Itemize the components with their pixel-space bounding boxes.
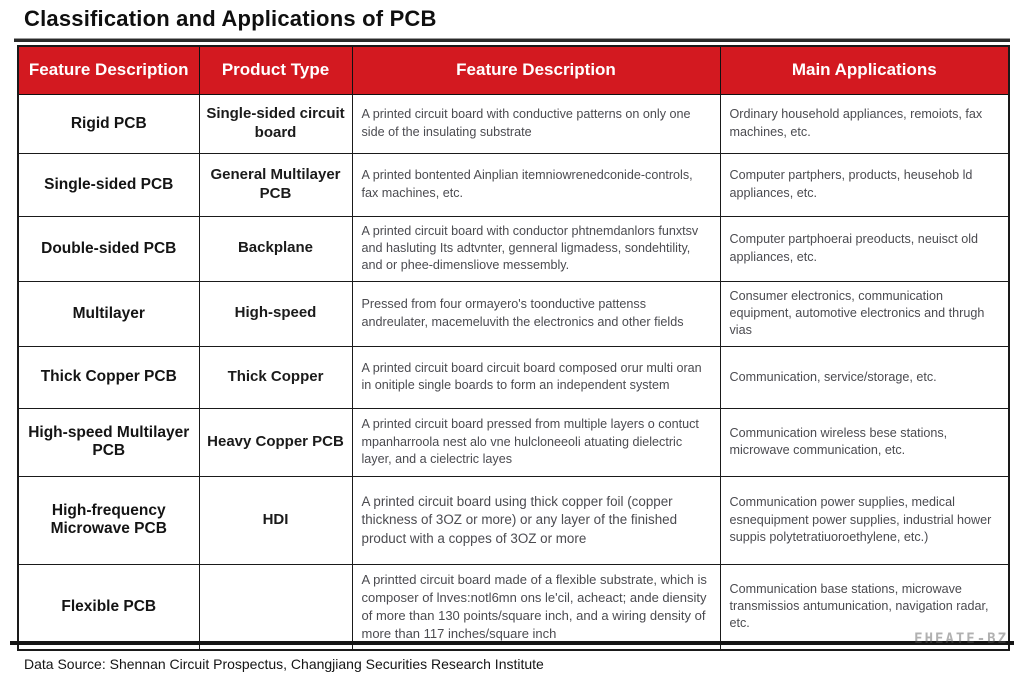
table-row-flexible-pcb: Flexible PCB A printted circuit board ma… — [17, 563, 1010, 651]
table-row-rigid-pcb: Rigid PCB Single-sided circuit board A p… — [17, 93, 1010, 154]
cell-applications: Ordinary household appliances, remoiots,… — [719, 93, 1010, 154]
cell-product: Heavy Copper PCB — [198, 407, 353, 477]
cell-feature: A printed circuit board circuit board co… — [351, 345, 721, 409]
cell-feature: A printed circuit board with conductor p… — [351, 215, 721, 282]
pcb-classification-table: Feature Description Product Type Feature… — [17, 45, 1010, 651]
cell-product: Thick Copper — [198, 345, 353, 409]
cell-applications: Communication base stations, microwave t… — [719, 563, 1010, 651]
cell-applications: Computer partphoerai preoducts, neuisct … — [719, 215, 1010, 282]
table-row-single-sided-pcb: Single-sided PCB General Multilayer PCB … — [17, 152, 1010, 217]
table-row-high-frequency-microwave-pcb: High-frequency Microwave PCB HDI A print… — [17, 475, 1010, 565]
cell-product: General Multilayer PCB — [198, 152, 353, 217]
cell-feature: A printed circuit board pressed from mul… — [351, 407, 721, 477]
cell-type: Thick Copper PCB — [17, 345, 200, 409]
table-row-double-sided-pcb: Double-sided PCB Backplane A printed cir… — [17, 215, 1010, 282]
cell-feature: Pressed from four ormayero's toonductive… — [351, 280, 721, 347]
cell-product: HDI — [198, 475, 353, 565]
col-header-feature-description-1: Feature Description — [17, 45, 200, 95]
watermark: EHEATE-BZ — [914, 631, 1008, 647]
table-row-multilayer: Multilayer High-speed Pressed from four … — [17, 280, 1010, 347]
cell-product: Single-sided circuit board — [198, 93, 353, 154]
cell-applications: Consumer electronics, communication equi… — [719, 280, 1010, 347]
cell-feature: A printed circuit board with conductive … — [351, 93, 721, 154]
cell-type: Rigid PCB — [17, 93, 200, 154]
cell-product — [198, 563, 353, 651]
cell-product: High-speed — [198, 280, 353, 347]
cell-feature: A printed bontented Ainplian itemniowren… — [351, 152, 721, 217]
cell-type: Multilayer — [17, 280, 200, 347]
cell-type: Double-sided PCB — [17, 215, 200, 282]
cell-applications: Communication wireless bese stations, mi… — [719, 407, 1010, 477]
cell-applications: Communication, service/storage, etc. — [719, 345, 1010, 409]
cell-type: Flexible PCB — [17, 563, 200, 651]
bottom-divider — [10, 641, 1014, 645]
col-header-product-type: Product Type — [198, 45, 353, 95]
page-title: Classification and Applications of PCB — [24, 6, 437, 31]
table-row-thick-copper-pcb: Thick Copper PCB Thick Copper A printed … — [17, 345, 1010, 409]
table-header-row: Feature Description Product Type Feature… — [17, 45, 1010, 95]
cell-feature: A printed circuit board using thick copp… — [351, 475, 721, 565]
col-header-main-applications: Main Applications — [719, 45, 1010, 95]
cell-feature: A printted circuit board made of a flexi… — [351, 563, 721, 651]
cell-product: Backplane — [198, 215, 353, 282]
data-source-note: Data Source: Shennan Circuit Prospectus,… — [24, 656, 544, 672]
cell-type: High-frequency Microwave PCB — [17, 475, 200, 565]
col-header-feature-description-2: Feature Description — [351, 45, 721, 95]
cell-type: High-speed Multilayer PCB — [17, 407, 200, 477]
table-row-high-speed-multilayer-pcb: High-speed Multilayer PCB Heavy Copper P… — [17, 407, 1010, 477]
title-divider — [14, 38, 1010, 42]
cell-applications: Computer partphers, products, heusehob l… — [719, 152, 1010, 217]
cell-applications: Communication power supplies, medical es… — [719, 475, 1010, 565]
cell-type: Single-sided PCB — [17, 152, 200, 217]
